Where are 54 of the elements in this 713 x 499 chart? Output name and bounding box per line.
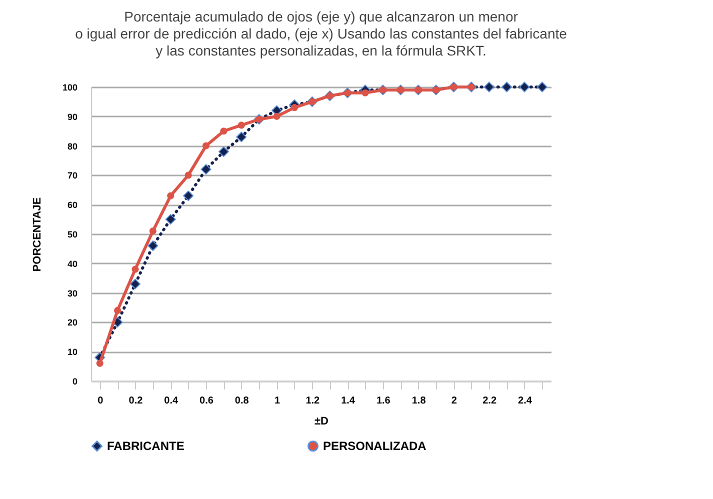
- point: [202, 142, 210, 150]
- point: [519, 82, 530, 92]
- x-tick-label: 1: [274, 396, 280, 406]
- x-tick-label: 0: [98, 396, 104, 406]
- point: [220, 128, 228, 135]
- y-tick-label: 70: [67, 170, 78, 181]
- x-tick-label: 1.4: [341, 396, 356, 406]
- text: o igual error de predicción al dado, (eje x) Usando las constantes del fabricante: [75, 25, 567, 42]
- point: [130, 278, 140, 290]
- x-tick-label: 1.6: [376, 396, 391, 406]
- point: [200, 164, 212, 175]
- x-tick-label: 1.2: [306, 396, 320, 406]
- legend-label: PERSONALIZADA: [323, 439, 427, 454]
- y-tick-label: 50: [67, 230, 78, 240]
- y-axis-title: PORCENTAJE: [31, 197, 44, 272]
- point: [536, 82, 548, 92]
- text: y las constantes personalizadas, en la fórmula SRKT.: [156, 42, 486, 58]
- x-tick-label: 0.8: [234, 396, 250, 406]
- point: [236, 132, 247, 142]
- point: [184, 172, 192, 179]
- point: [96, 360, 104, 367]
- text: Porcentaje acumulado de ojos (eje y) que alcanzaron un menor: [124, 8, 518, 24]
- y-tick-label: 0: [72, 376, 78, 386]
- y-tick-label: 60: [67, 200, 78, 210]
- point: [484, 82, 494, 92]
- y-tick-label: 30: [67, 288, 78, 298]
- point: [218, 146, 229, 157]
- y-tick-label: 90: [67, 112, 78, 122]
- y-tick-label: 10: [67, 347, 78, 358]
- point: [502, 82, 512, 92]
- x-tick-label: 0.4: [164, 396, 178, 406]
- point: [273, 112, 280, 120]
- x-tick-label: 2: [451, 396, 458, 406]
- point: [149, 228, 156, 235]
- point: [183, 190, 194, 202]
- legend-label: FABRICANTE: [107, 439, 184, 454]
- y-tick-label: 20: [67, 318, 78, 328]
- y-tick-label: 40: [67, 258, 78, 269]
- x-tick-label: 0.2: [128, 396, 144, 406]
- point: [362, 89, 369, 96]
- y-tick-label: 80: [67, 141, 78, 152]
- point: [167, 192, 174, 200]
- point: [165, 214, 176, 225]
- point: [290, 104, 298, 112]
- point: [114, 306, 122, 314]
- x-tick-label: 2.2: [482, 396, 497, 406]
- x-axis-title: ±D: [314, 416, 329, 428]
- x-tick-label: 1.8: [412, 396, 426, 406]
- y-tick-label: 100: [62, 82, 78, 92]
- point: [148, 240, 158, 252]
- point: [238, 122, 245, 129]
- x-tick-label: 0.6: [200, 396, 214, 406]
- point: [132, 266, 139, 273]
- x-tick-label: 2.4: [518, 396, 532, 406]
